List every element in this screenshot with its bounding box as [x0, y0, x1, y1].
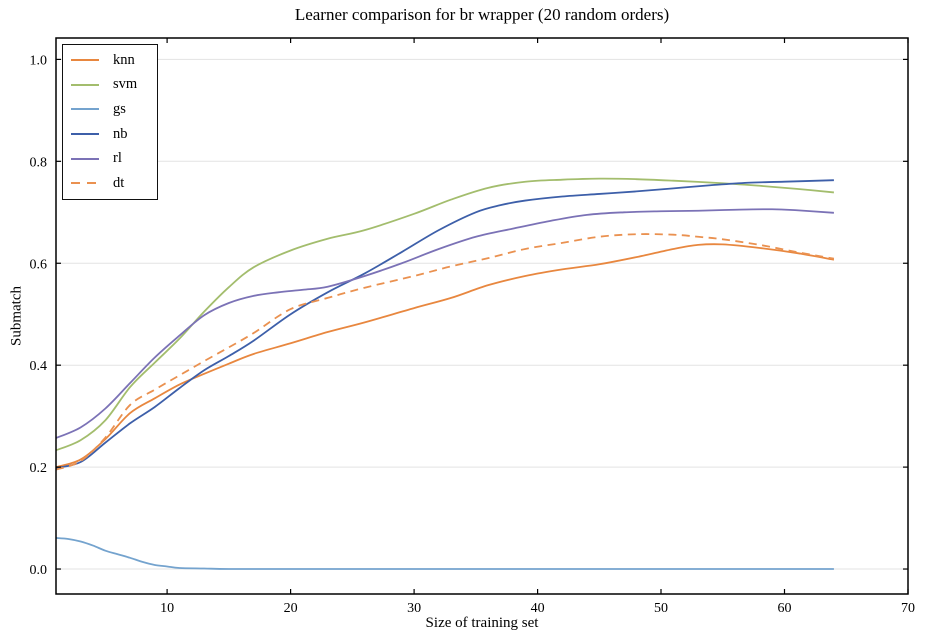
- x-tick-label: 20: [284, 601, 298, 616]
- legend-line-swatch-knn: [71, 59, 99, 62]
- series-line-svm: [55, 177, 834, 452]
- legend-label-dt: dt: [113, 174, 125, 191]
- legend-label-rl: rl: [113, 150, 122, 167]
- x-axis-label: Size of training set: [425, 615, 539, 631]
- series-line-gs: [55, 537, 834, 570]
- y-tick-label: 1.0: [30, 53, 48, 68]
- legend-label-nb: nb: [113, 125, 128, 142]
- x-tick-label: 10: [160, 601, 174, 616]
- legend-line-swatch-gs: [71, 108, 99, 111]
- legend-item-svm: svm: [70, 73, 157, 98]
- legend-label-knn: knn: [113, 51, 135, 68]
- x-tick-label: 60: [778, 601, 792, 616]
- legend-line-swatch-nb: [71, 133, 99, 136]
- x-tick-label: 30: [407, 601, 421, 616]
- legend-line-swatch-rl: [71, 157, 99, 160]
- series-line-knn: [55, 243, 835, 468]
- y-tick-label: 0.4: [30, 359, 48, 374]
- legend: knn svm gs nb rl dt: [62, 44, 158, 200]
- x-tick-label: 70: [901, 601, 915, 616]
- plot-frame: [55, 37, 909, 595]
- x-tick-label: 50: [654, 601, 668, 616]
- x-tick-label: 40: [531, 601, 545, 616]
- legend-label-svm: svm: [113, 76, 138, 93]
- legend-line-swatch-dt: [71, 182, 99, 185]
- y-tick-label: 0.0: [30, 563, 48, 578]
- chart-title: Learner comparison for br wrapper (20 ra…: [294, 5, 670, 24]
- y-tick-label: 0.6: [30, 257, 48, 272]
- y-tick-label: 0.2: [30, 461, 48, 476]
- legend-line-swatch-svm: [71, 83, 99, 86]
- legend-item-gs: gs: [70, 97, 157, 122]
- legend-item-knn: knn: [70, 48, 157, 73]
- legend-item-nb: nb: [70, 122, 157, 147]
- series-line-nb: [55, 179, 834, 469]
- legend-item-dt: dt: [70, 171, 157, 196]
- legend-label-gs: gs: [113, 100, 126, 117]
- series-line-dt: [55, 233, 835, 471]
- series-line-rl: [55, 208, 834, 439]
- legend-item-rl: rl: [70, 146, 157, 171]
- y-tick-label: 0.8: [30, 155, 48, 170]
